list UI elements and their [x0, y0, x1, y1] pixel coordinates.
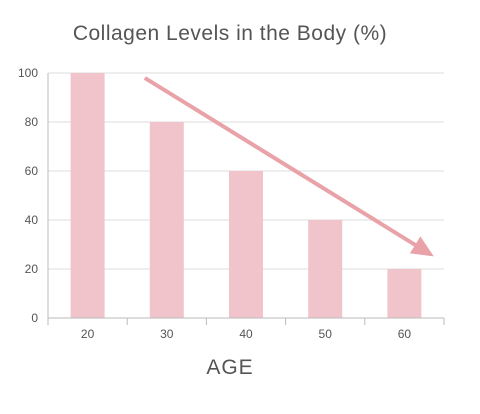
y-tick-labels: 0 20 40 60 80 100	[18, 66, 38, 325]
x-tick-label: 30	[160, 327, 174, 341]
x-tick-label: 60	[398, 327, 412, 341]
y-tick-label: 60	[25, 164, 39, 178]
bars	[70, 73, 422, 318]
x-tick-labels: 20 30 40 50 60	[81, 327, 411, 341]
bar-40	[229, 171, 263, 318]
x-tick-label: 50	[319, 327, 333, 341]
x-tick-label: 20	[81, 327, 95, 341]
annotations	[143, 76, 434, 257]
x-tick-label: 40	[239, 327, 253, 341]
chart-title: Collagen Levels in the Body (%)	[72, 22, 388, 45]
trend-arrow	[143, 76, 434, 257]
bar-20	[70, 73, 105, 318]
y-tick-label: 20	[25, 262, 39, 276]
bar-50	[308, 220, 343, 318]
y-tick-label: 100	[18, 66, 38, 80]
y-tick-label: 40	[25, 213, 39, 227]
y-tick-label: 0	[31, 311, 38, 325]
x-axis-label: AGE	[206, 356, 254, 379]
bar-60	[387, 269, 422, 318]
y-tick-label: 80	[25, 115, 39, 129]
axes	[47, 73, 445, 325]
bar-30	[149, 122, 184, 318]
